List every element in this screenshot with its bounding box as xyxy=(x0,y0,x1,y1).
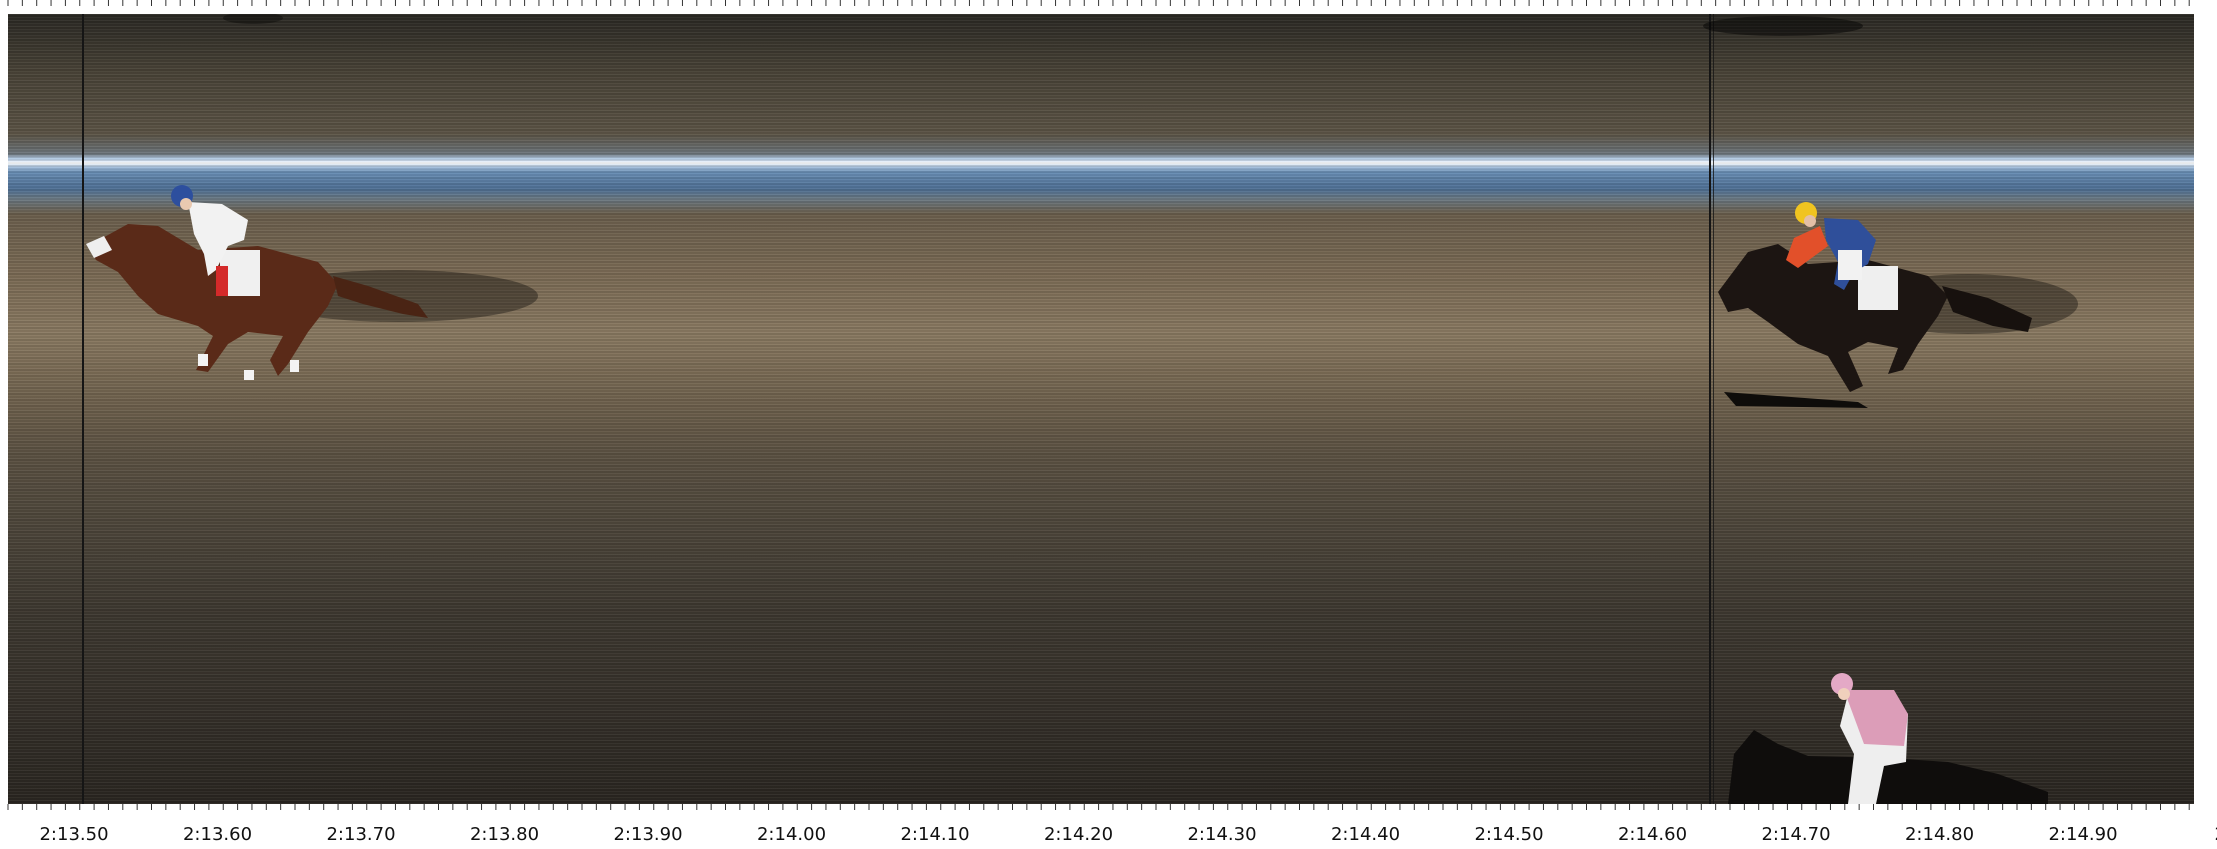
timeline-label: 2:14.30 xyxy=(1187,824,1257,845)
timeline-label: 2:14.50 xyxy=(1474,824,1544,845)
timeline-label: 2:13.90 xyxy=(613,824,683,845)
photo-finish-image xyxy=(8,14,2194,804)
timeline-label: 2:14.00 xyxy=(756,824,827,845)
timeline-label: 2:14.10 xyxy=(900,824,970,845)
timeline-label: 2:13.70 xyxy=(326,824,396,845)
shadow-artifacts xyxy=(223,14,1863,36)
finish-line-secondary xyxy=(1713,14,1714,804)
timeline-label: 2:14.60 xyxy=(1617,824,1688,845)
horse-bottom-partial xyxy=(1728,673,2048,804)
time-marker-line xyxy=(82,14,84,804)
finish-line xyxy=(1709,14,1711,804)
timeline-label: 2:14.40 xyxy=(1330,824,1401,845)
timeline-label: 2:14.90 xyxy=(2048,824,2118,845)
timeline-label: 2:14.80 xyxy=(1904,824,1975,845)
horse-2-silhouette xyxy=(1718,202,2078,408)
timeline-label: 2:13.80 xyxy=(469,824,540,845)
timeline-label: 2:1 xyxy=(2215,825,2217,845)
timeline-label: 2:14.70 xyxy=(1761,824,1831,845)
timeline-label: 2:14.20 xyxy=(1043,824,1114,845)
horse-3-silhouette xyxy=(86,185,538,380)
timeline-label: 2:13.50 xyxy=(39,824,109,845)
timeline-label: 2:13.60 xyxy=(182,824,253,845)
